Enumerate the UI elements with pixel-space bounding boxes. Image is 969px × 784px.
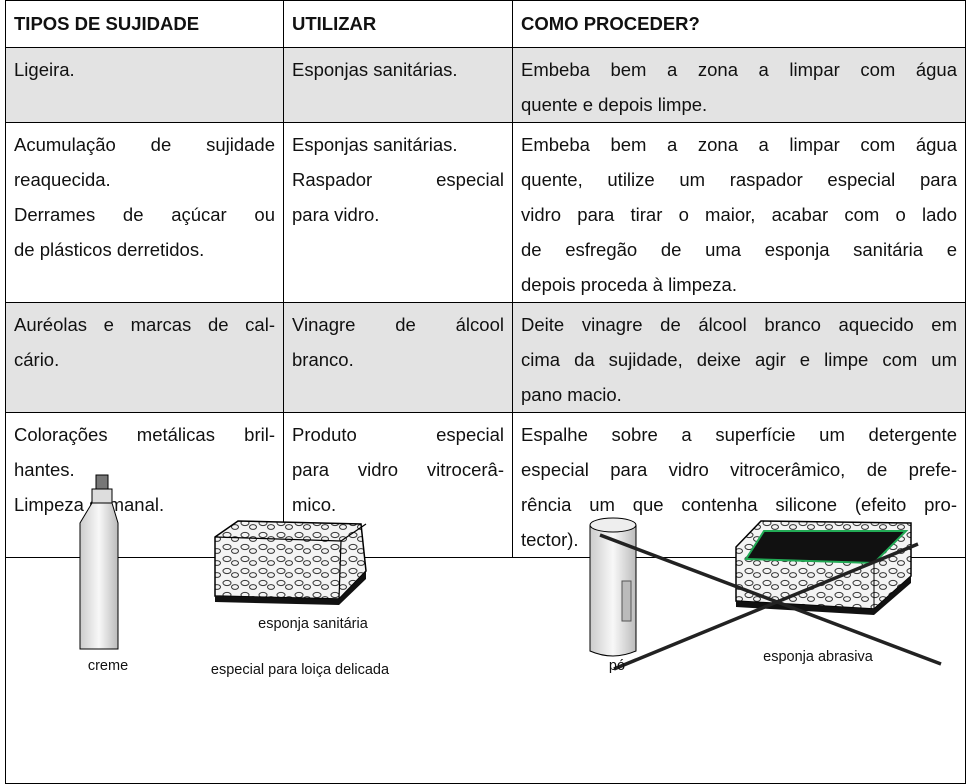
table-cell: Acumulação de sujidade reaquecida. Derrame… [5, 122, 284, 303]
tube-icon [79, 474, 119, 650]
cell-line: Produto especial [292, 424, 504, 445]
cell-line: Esponjas sanitárias. [292, 134, 458, 155]
caption: creme [88, 658, 128, 674]
table-cell: Esponjas sanitárias. Raspador especial par… [283, 122, 513, 303]
table-row: Colorações metálicas bril-hantes. Limpeza… [5, 412, 966, 558]
caption: especial para loiça delicada [211, 662, 390, 678]
cell-line: Embeba bem a zona a limpar com água [521, 59, 957, 80]
cell-line: Ligeira. [14, 59, 75, 80]
table-cell: Espalhe sobre a superfície um detergente… [512, 412, 966, 558]
abrasive-sponge-icon [735, 520, 912, 615]
cell-line: Auréolas e marcas de cal- [14, 314, 275, 335]
table-cell: Embeba bem a zona a limpar com água quent… [512, 122, 966, 303]
cell-line: Derrames de açúcar ou [14, 204, 275, 225]
cell-line: Vinagre de álcool [292, 314, 504, 335]
cell-line: Acumulação de sujidade [14, 134, 275, 155]
header-cell: TIPOS DE SUJIDADE [5, 0, 284, 48]
cell-line: tector). [521, 529, 579, 550]
cell-line: pano macio. [521, 384, 622, 405]
cell-line: Embeba bem a zona a limpar com água [521, 134, 957, 155]
cell-line: Colorações metálicas bril- [14, 424, 275, 445]
cell-line: para vidro. [292, 204, 380, 225]
header-cell: COMO PROCEDER? [512, 0, 966, 48]
table-row: Acumulação de sujidade reaquecida. Derrame… [5, 122, 966, 303]
cell-line: vidro para tirar o maior, acabar com o l… [521, 204, 957, 225]
table-row: Auréolas e marcas de cal-cário. Vinagre d… [5, 302, 966, 413]
header-cell: UTILIZAR [283, 0, 513, 48]
cell-line: reaquecida. [14, 169, 111, 190]
sponge-icon [214, 520, 367, 605]
cross-mark [599, 533, 942, 671]
cell-line: de plásticos derretidos. [14, 239, 205, 260]
cell-line: branco. [292, 349, 354, 370]
cell-line: mico. [292, 494, 337, 515]
table-cell: Deite vinagre de álcool branco aquecido … [512, 302, 966, 413]
table-cell: Esponjas sanitárias. [283, 47, 513, 123]
table-cell: Embeba bem a zona a limpar com água quent… [512, 47, 966, 123]
table-row: Ligeira. Esponjas sanitárias. Embeba bem a… [5, 47, 966, 123]
cell-line: Deite vinagre de álcool branco aquecido … [521, 314, 957, 335]
page: TIPOS DE SUJIDADE UTILIZAR COMO PROCEDER? … [5, 0, 966, 784]
caption: esponja abrasiva [763, 649, 874, 665]
powder-can-icon [589, 517, 637, 657]
illustrations: creme esponja sanitária especial para lo… [79, 474, 942, 678]
cell-line: quente, utilize um raspador especial par… [521, 169, 957, 190]
header-row: TIPOS DE SUJIDADE UTILIZAR COMO PROCEDER? [5, 0, 966, 48]
cell-line: de esfregão de uma esponja sanitária e [521, 239, 957, 260]
cell-line: especial para vidro vitrocerâmico, de pr… [521, 459, 957, 480]
caption: esponja sanitária [258, 616, 369, 632]
cell-line: para vidro vitrocerâ- [292, 459, 504, 480]
table-cell: Ligeira. [5, 47, 284, 123]
cell-line: depois proceda à limpeza. [521, 274, 737, 295]
cell-line: quente e depois limpe. [521, 94, 708, 115]
cell-line: Raspador especial [292, 169, 504, 190]
cell-line: hantes. [14, 459, 75, 480]
cell-line: cima da sujidade, deixe agir e limpe com… [521, 349, 957, 370]
table-cell: Vinagre de álcool branco. [283, 302, 513, 413]
cell-line: Esponjas sanitárias. [292, 59, 458, 80]
cell-line: Espalhe sobre a superfície um detergente [521, 424, 957, 445]
table-cell: Auréolas e marcas de cal-cário. [5, 302, 284, 413]
cell-line: rência um que contenha silicone (efeito … [521, 494, 957, 515]
cell-line: cário. [14, 349, 60, 370]
cell-line: Limpeza semanal. [14, 494, 165, 515]
caption: pó [609, 658, 625, 674]
